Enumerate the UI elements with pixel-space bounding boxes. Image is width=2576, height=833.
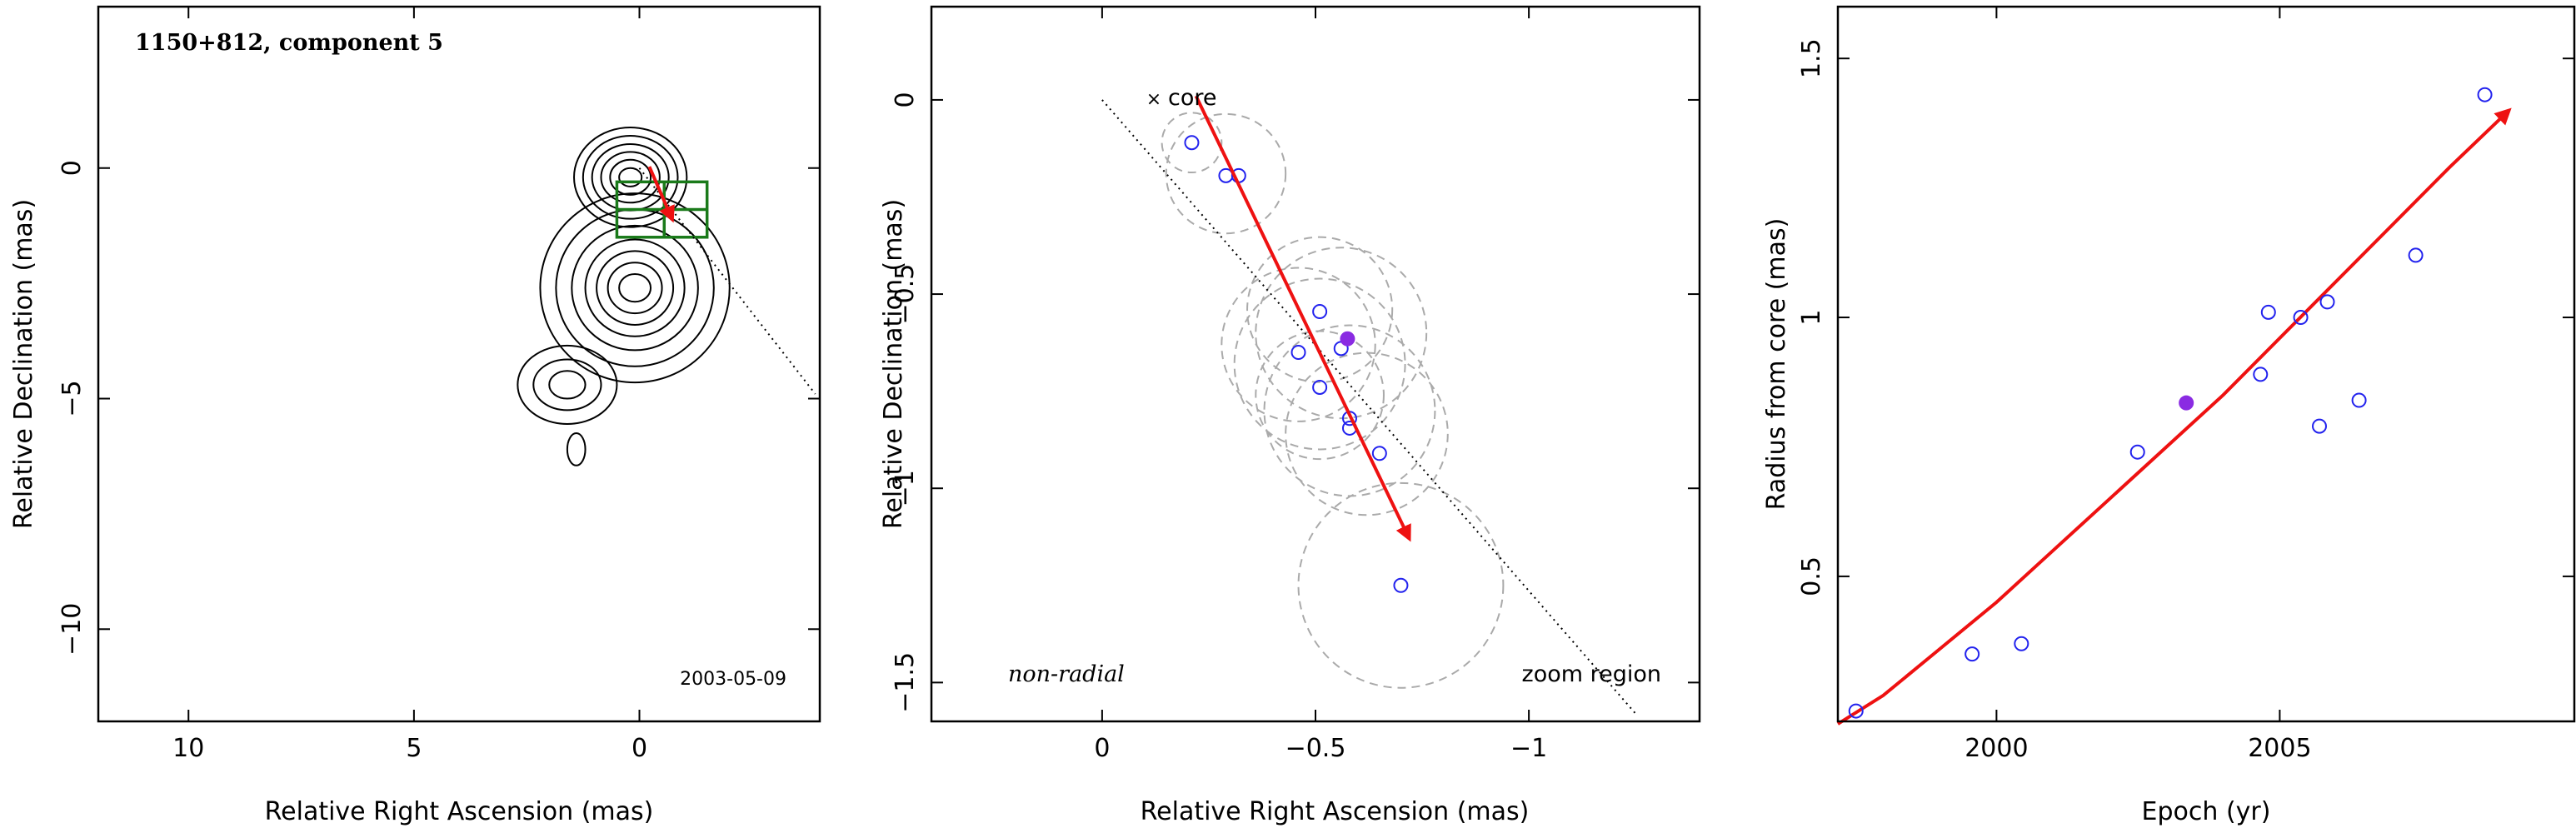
contour-line xyxy=(596,250,675,326)
error-circle xyxy=(1246,236,1394,383)
data-point xyxy=(2319,294,2335,310)
y-axis-label: Relative Declination (mas) xyxy=(879,199,908,529)
y-tick-label: 0.5 xyxy=(1797,556,1826,596)
projection-line xyxy=(1101,99,1636,715)
y-tick-label: −10 xyxy=(57,603,87,656)
contour-line xyxy=(618,167,643,187)
data-point xyxy=(1371,446,1387,461)
panel-zoom: 0 −0.5 −1 0 −0.5 −1 −1.5 non-radial zoom regio… xyxy=(879,5,1701,826)
data-point xyxy=(2253,367,2269,382)
x-tick-label: 5 xyxy=(406,734,422,763)
motion-arrow xyxy=(1194,95,1411,542)
non-radial-label: non-radial xyxy=(1008,661,1125,687)
y-axis-label: Radius from core (mas) xyxy=(1762,218,1791,511)
data-point xyxy=(2293,310,2309,326)
data-point xyxy=(2129,444,2145,460)
chart-title: 1150+812, component 5 xyxy=(135,30,443,56)
data-point xyxy=(2312,418,2327,434)
contour-line xyxy=(539,192,731,384)
data-point xyxy=(1393,577,1409,593)
y-tick-label: 1 xyxy=(1797,309,1826,325)
data-point xyxy=(2351,392,2367,408)
x-axis-label: Relative Right Ascension (mas) xyxy=(265,797,654,826)
highlighted-point xyxy=(2179,395,2194,411)
date-label: 2003-05-09 xyxy=(680,669,786,690)
axis-ticks: 2000 2005 0.5 1 1.5 xyxy=(1797,7,2574,763)
contour-line xyxy=(517,344,618,425)
plot-frame xyxy=(97,5,821,723)
error-circle xyxy=(1233,277,1406,451)
contour-line xyxy=(573,127,688,228)
x-tick-label: 0 xyxy=(1094,734,1110,763)
contour-line xyxy=(571,224,699,352)
contour-line xyxy=(618,273,652,303)
x-axis-label: Epoch (yr) xyxy=(2142,797,2271,826)
contour-map-marks xyxy=(517,127,816,466)
plot-frame xyxy=(930,5,1701,723)
data-point xyxy=(1290,345,1306,361)
contour-line xyxy=(532,358,602,412)
x-tick-label: 2000 xyxy=(1964,734,2028,763)
y-tick-label: 1.5 xyxy=(1797,38,1826,78)
data-point xyxy=(1312,379,1328,395)
axis-ticks: 0 −0.5 −1 0 −0.5 −1 −1.5 xyxy=(891,7,1700,763)
panel-contour-map: 10 5 0 0 −5 −10 1150+812, component 5 2003-05… xyxy=(9,5,821,826)
contour-line xyxy=(607,262,663,315)
data-point xyxy=(2408,247,2424,263)
x-tick-label: −0.5 xyxy=(1286,734,1346,763)
x-axis-label: Relative Right Ascension (mas) xyxy=(1141,797,1530,826)
contour-line xyxy=(584,238,686,337)
x-tick-label: 10 xyxy=(172,734,204,763)
data-point xyxy=(1312,304,1328,320)
error-circle xyxy=(1165,112,1287,235)
y-tick-label: 0 xyxy=(891,92,920,107)
contour-line xyxy=(609,158,652,196)
radius-marks xyxy=(1836,87,2512,726)
highlighted-point xyxy=(1340,331,1355,347)
error-circle xyxy=(1297,481,1505,689)
data-point xyxy=(2014,636,2029,651)
fit-curve xyxy=(1836,107,2512,726)
core-marker-icon: × xyxy=(1146,89,1161,110)
contour-line xyxy=(591,142,670,212)
contour-line xyxy=(548,370,587,400)
data-point xyxy=(2260,304,2276,320)
data-point xyxy=(1964,646,1980,662)
zoom-marks xyxy=(1101,95,1636,715)
y-tick-label: −1 xyxy=(891,470,920,506)
contour-line xyxy=(566,432,587,466)
plot-frame xyxy=(1836,5,2576,723)
contour-line xyxy=(582,134,679,220)
axis-ticks: 10 5 0 0 −5 −10 xyxy=(57,7,820,763)
x-tick-label: 2005 xyxy=(2248,734,2311,763)
x-tick-label: 0 xyxy=(632,734,647,763)
y-tick-label: −5 xyxy=(57,380,87,416)
error-circle xyxy=(1255,247,1428,420)
data-point xyxy=(2477,87,2493,102)
x-tick-label: −1 xyxy=(1510,734,1547,763)
motion-arrow xyxy=(647,166,675,223)
y-tick-label: −0.5 xyxy=(891,264,920,325)
data-point xyxy=(1184,135,1200,151)
y-tick-label: 0 xyxy=(57,160,87,176)
error-circle xyxy=(1263,324,1436,497)
data-point xyxy=(1848,703,1864,719)
error-circle xyxy=(1221,267,1376,422)
panel-radius-epoch: 2000 2005 0.5 1 1.5 Epoch (yr) Radius from c… xyxy=(1762,5,2576,826)
y-tick-label: −1.5 xyxy=(891,652,920,713)
y-axis-label: Relative Declination (mas) xyxy=(9,199,38,529)
error-circle xyxy=(1285,352,1449,516)
error-circle xyxy=(1255,330,1385,461)
core-label: core xyxy=(1168,85,1216,111)
zoom-region-label: zoom region xyxy=(1522,661,1661,687)
error-circle xyxy=(1161,112,1223,174)
contour-line xyxy=(600,151,661,204)
